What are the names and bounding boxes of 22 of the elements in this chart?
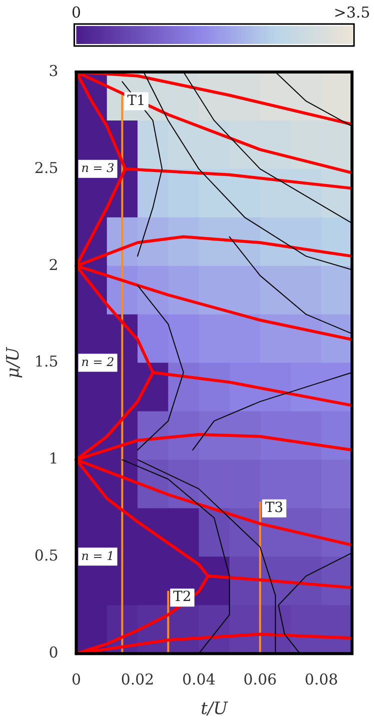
x-tick-label: 0.08	[304, 670, 338, 688]
y-tick-label: 2.5	[34, 158, 58, 177]
x-tick-label: 0.06	[243, 670, 277, 688]
y-tick-label: 3	[48, 62, 58, 80]
annotation: n = 1	[81, 548, 114, 563]
x-axis-title: t/U	[200, 699, 228, 720]
y-tick-label: 1	[48, 450, 58, 468]
y-tick-label: 0	[48, 643, 58, 662]
y-axis-title: μ/U	[4, 346, 24, 378]
series-label: T3	[265, 500, 284, 516]
y-tick-label: 2	[48, 256, 58, 274]
x-tick-label: 0.04	[182, 670, 216, 688]
color-bar-label: >3.5	[334, 3, 370, 22]
x-tick-label: 0.02	[120, 670, 154, 688]
y-tick-label: 0.5	[34, 546, 58, 565]
series-label: T2	[173, 589, 192, 606]
annotation: n = 2	[81, 354, 114, 369]
color-bar-label: 0	[71, 3, 82, 22]
annotation: n = 3	[81, 161, 115, 176]
x-tick-label: 0	[71, 670, 82, 688]
y-tick-label: 1.5	[34, 352, 58, 371]
series-label: T1	[127, 92, 146, 109]
